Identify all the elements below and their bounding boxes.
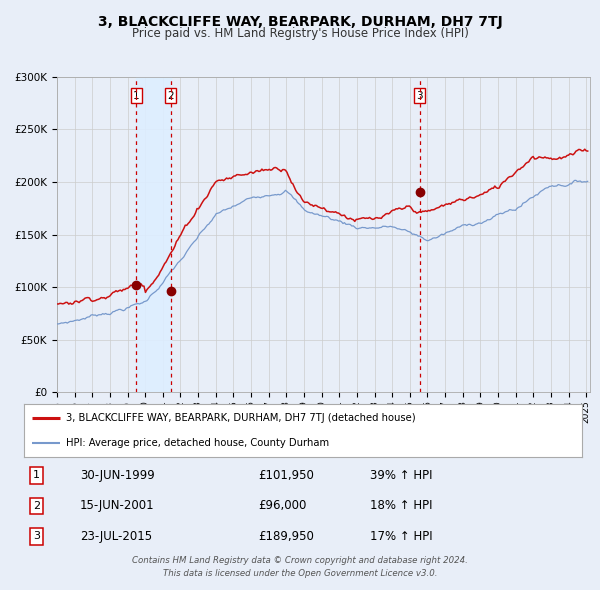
Text: 2: 2 (167, 91, 174, 101)
Text: 1: 1 (33, 470, 40, 480)
Text: HPI: Average price, detached house, County Durham: HPI: Average price, detached house, Coun… (66, 438, 329, 448)
Text: 30-JUN-1999: 30-JUN-1999 (80, 469, 155, 482)
Text: £96,000: £96,000 (259, 499, 307, 513)
Text: 17% ↑ HPI: 17% ↑ HPI (370, 530, 433, 543)
Text: 15-JUN-2001: 15-JUN-2001 (80, 499, 154, 513)
Text: 3, BLACKCLIFFE WAY, BEARPARK, DURHAM, DH7 7TJ: 3, BLACKCLIFFE WAY, BEARPARK, DURHAM, DH… (98, 15, 502, 29)
Text: Price paid vs. HM Land Registry's House Price Index (HPI): Price paid vs. HM Land Registry's House … (131, 27, 469, 40)
Text: 18% ↑ HPI: 18% ↑ HPI (370, 499, 433, 513)
Text: 23-JUL-2015: 23-JUL-2015 (80, 530, 152, 543)
Text: This data is licensed under the Open Government Licence v3.0.: This data is licensed under the Open Gov… (163, 569, 437, 578)
Text: 2: 2 (33, 501, 40, 511)
Text: 3: 3 (33, 532, 40, 542)
Text: 1: 1 (133, 91, 140, 101)
Text: 39% ↑ HPI: 39% ↑ HPI (370, 469, 433, 482)
Bar (136, 77, 171, 392)
Text: £189,950: £189,950 (259, 530, 314, 543)
Text: Contains HM Land Registry data © Crown copyright and database right 2024.: Contains HM Land Registry data © Crown c… (132, 556, 468, 565)
Text: 3: 3 (416, 91, 423, 101)
Text: 3, BLACKCLIFFE WAY, BEARPARK, DURHAM, DH7 7TJ (detached house): 3, BLACKCLIFFE WAY, BEARPARK, DURHAM, DH… (66, 414, 415, 424)
Text: £101,950: £101,950 (259, 469, 314, 482)
